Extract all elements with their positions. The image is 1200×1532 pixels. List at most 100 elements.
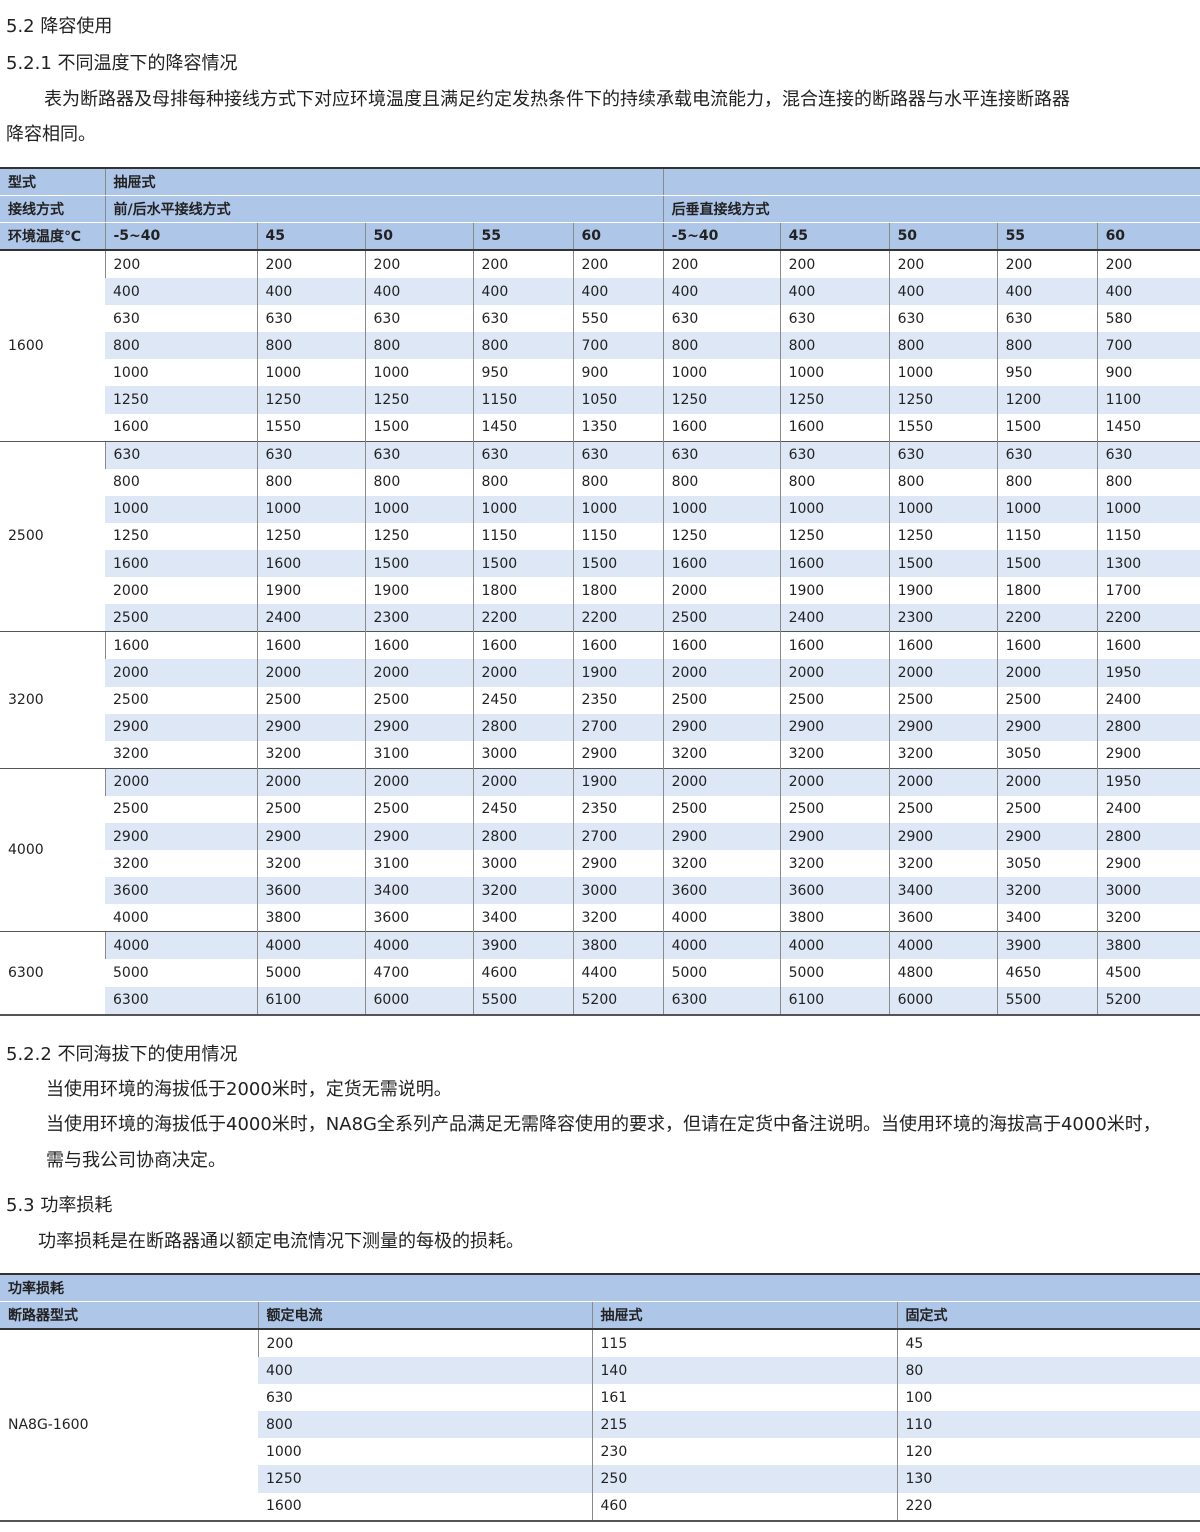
table-row: 5000 5000 4700 4600 4400 5000 5000 4800 4650 4500 (0, 959, 1200, 987)
value-cell: 1600 (472, 631, 573, 660)
value-cell: 800 (105, 332, 257, 360)
value-cell: 2000 (472, 767, 573, 796)
value-cell: 630 (266, 1389, 293, 1406)
value-cell: 200 (996, 250, 1098, 279)
value-cell: 400 (888, 278, 998, 306)
value-cell: 1000 (779, 495, 890, 523)
table-row: 3200 3200 3100 3000 2900 3200 3200 3200 3050 2900 (0, 740, 1200, 769)
value-cell: 2350 (572, 795, 664, 823)
value-cell: 4500 (1096, 959, 1200, 987)
value-cell: 2500 (113, 801, 149, 818)
value-cell: 1900 (364, 577, 473, 605)
header-temp-2: 50 (364, 222, 473, 251)
value-cell: 2500 (256, 795, 365, 823)
value-cell: 2500 (364, 795, 473, 823)
frame-size-cell: 1600 (0, 250, 105, 442)
value-cell: 2500 (364, 686, 473, 714)
value-cell: 5200 (1096, 986, 1200, 1015)
header-temp: 环境温度℃ (0, 222, 105, 251)
value-cell: 1250 (364, 522, 473, 551)
table-row: 400 400 400 400 400 400 400 400 400 400 (0, 278, 1200, 306)
table-row: 3200 3200 3100 3000 2900 3200 3200 3200 3050 2900 (0, 850, 1200, 878)
value-cell: 3050 (996, 740, 1098, 769)
value-cell: 1000 (996, 495, 1098, 523)
value-cell: 2400 (256, 604, 365, 632)
value-cell: 3000 (1096, 877, 1200, 905)
value-cell: 400 (256, 278, 365, 306)
value-cell: 3900 (472, 931, 573, 960)
value-cell: 1900 (572, 659, 664, 687)
value-cell: 400 (779, 278, 890, 306)
value-cell: 1600 (256, 550, 365, 578)
value-cell: 1600 (779, 631, 890, 660)
value-cell: 800 (779, 468, 890, 496)
value-cell: 3200 (779, 740, 890, 769)
value-cell: 2900 (996, 713, 1098, 741)
value-cell: 1150 (472, 386, 573, 414)
value-cell: 630 (364, 305, 473, 333)
value-cell: 2000 (996, 767, 1098, 796)
value-cell: 200 (779, 250, 890, 279)
header-temp-4: 60 (572, 222, 664, 251)
table-row: 1600 1550 1500 1450 1350 1600 1600 1550 1500 1450 (0, 413, 1200, 442)
value-cell: 1000 (779, 359, 890, 387)
value-cell: 4000 (662, 904, 781, 932)
value-cell: 2900 (364, 822, 473, 851)
table-row: 1000 1000 1000 1000 1000 1000 1000 1000 1000 1000 (0, 495, 1200, 523)
table-row: 6300 4000 4000 4000 3900 3800 4000 4000 4000 3900… (0, 931, 1200, 1015)
value-cell: 3200 (1096, 904, 1200, 932)
value-cell: 2000 (104, 767, 257, 796)
value-cell: 1500 (472, 550, 573, 578)
value-cell: 1250 (888, 522, 998, 551)
value-cell: 5000 (113, 964, 149, 981)
value-cell: 700 (572, 332, 664, 360)
value-cell: 115 (591, 1329, 897, 1358)
value-cell: 3200 (472, 877, 573, 905)
value-cell: 2000 (113, 582, 149, 599)
value-cell: 630 (472, 440, 573, 469)
col-header: 断路器型式 (0, 1301, 258, 1330)
value-cell: 1950 (1096, 767, 1200, 796)
value-cell: 3100 (364, 850, 473, 878)
value-cell: 2900 (256, 822, 365, 851)
table-row: 2900 2900 2900 2800 2700 2900 2900 2900 2900 2800 (0, 822, 1200, 851)
value-cell: 1900 (779, 577, 890, 605)
value-cell: 800 (472, 332, 573, 360)
col-header: 固定式 (896, 1301, 1200, 1330)
value-cell: 630 (256, 440, 365, 469)
table-row: 2500 2500 2500 2450 2350 2500 2500 2500 2500 2400 (0, 686, 1200, 714)
value-cell: 1350 (572, 413, 664, 442)
value-cell: 6300 (662, 986, 781, 1015)
value-cell: 2400 (1096, 686, 1200, 714)
header-temp-5: -5~40 (662, 222, 781, 251)
value-cell: 2200 (996, 604, 1098, 632)
value-cell: 400 (1096, 278, 1200, 306)
value-cell: 1300 (1096, 550, 1200, 578)
value-cell: 4700 (364, 959, 473, 987)
value-cell: 400 (364, 278, 473, 306)
value-cell: 1600 (104, 631, 257, 660)
value-cell: 460 (591, 1492, 897, 1521)
paragraph: 当使用环境的海拔低于2000米时，定货无需说明。 (46, 1079, 452, 1100)
table-row: 2500 2400 2300 2200 2200 2500 2400 2300 2200 2200 (0, 604, 1200, 632)
value-cell: 5000 (662, 959, 781, 987)
value-cell: 3600 (888, 904, 998, 932)
header-temp-1: 45 (256, 222, 365, 251)
table-row: 1250 250 130 (0, 1465, 1200, 1493)
value-cell: 1250 (779, 522, 890, 551)
model-cell: NA8G-1600 (0, 1329, 258, 1521)
value-cell: 2800 (472, 713, 573, 741)
value-cell: 2450 (472, 795, 573, 823)
value-cell: 1050 (572, 386, 664, 414)
table-row: 800 215 110 (0, 1411, 1200, 1439)
value-cell: 5500 (472, 986, 573, 1015)
value-cell: 630 (113, 310, 140, 327)
value-cell: 630 (662, 305, 781, 333)
value-cell: 4000 (364, 931, 473, 960)
value-cell: 800 (256, 468, 365, 496)
value-cell: 1600 (996, 631, 1098, 660)
value-cell: 1600 (256, 631, 365, 660)
value-cell: 2300 (364, 604, 473, 632)
derating-table: 型式 抽屉式 接线方式 前/后水平接线方式 后垂直接线方式 环境温度℃ -5~40 45 5… (0, 167, 1200, 1016)
value-cell: 2450 (472, 686, 573, 714)
